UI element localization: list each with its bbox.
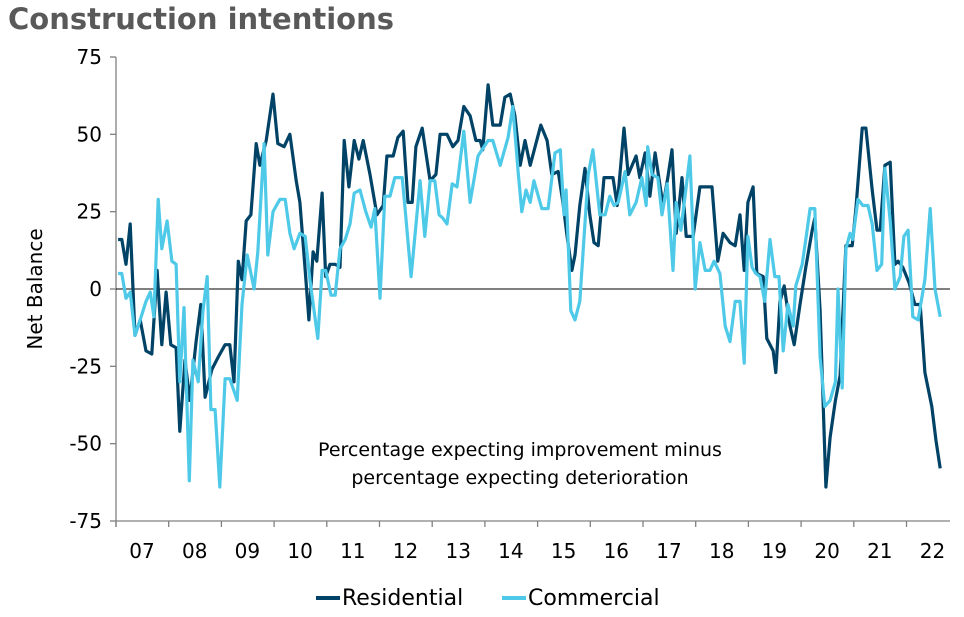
x-tick-label: 15 (551, 539, 576, 563)
x-tick-label: 18 (709, 539, 734, 563)
chart-title: Construction intentions (8, 2, 394, 36)
y-tick-label: 25 (77, 200, 102, 224)
x-tick-label: 12 (393, 539, 418, 563)
y-tick-label: 50 (77, 122, 102, 146)
x-tick-label: 11 (340, 539, 365, 563)
y-tick-label: 0 (89, 277, 102, 301)
annotation-line-1: Percentage expecting improvement minus (318, 439, 722, 461)
x-tick-label: 16 (604, 539, 629, 563)
x-tick-label: 14 (498, 539, 523, 563)
series-line-residential (118, 83, 942, 489)
y-tick-label: -50 (69, 432, 102, 456)
x-tick-label: 20 (814, 539, 839, 563)
x-tick-label: 08 (182, 539, 207, 563)
y-tick-label: -25 (69, 354, 102, 378)
y-tick-label: 75 (77, 45, 102, 69)
x-tick-label: 07 (129, 539, 154, 563)
annotation-line-2: percentage expecting deterioration (351, 467, 688, 489)
x-tick-label: 22 (920, 539, 945, 563)
y-axis-label: Net Balance (23, 228, 47, 349)
legend-label-residential: Residential (342, 586, 463, 611)
x-tick-label: 17 (656, 539, 681, 563)
legend-label-commercial: Commercial (528, 586, 660, 611)
x-tick-label: 10 (287, 539, 312, 563)
x-tick-label: 19 (762, 539, 787, 563)
x-tick-label: 21 (867, 539, 892, 563)
x-tick-label: 09 (235, 539, 260, 563)
x-tick-label: 13 (445, 539, 470, 563)
series-line-commercial (118, 104, 942, 489)
y-tick-label: -75 (69, 509, 102, 533)
